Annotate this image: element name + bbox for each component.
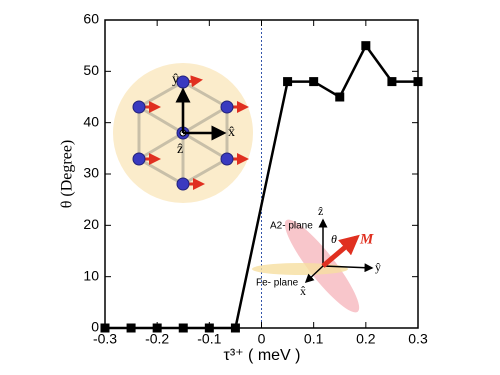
data-point (309, 77, 319, 87)
y-axis-label: θ (Degree) (59, 140, 76, 209)
x-tick-label: 0 (258, 331, 266, 347)
data-point (387, 77, 397, 87)
y-tick-label: 50 (83, 62, 99, 78)
x-tick-label: -0.2 (145, 331, 169, 347)
annotation: ŷ (375, 260, 381, 274)
data-point (335, 92, 345, 102)
fe-plane (252, 263, 348, 275)
x-tick-label: -0.1 (197, 331, 221, 347)
y-tick-label: 30 (83, 165, 99, 181)
x-tick-label: 0.3 (408, 331, 428, 347)
atoms (132, 75, 249, 191)
x-tick-label: 0.1 (304, 331, 324, 347)
annotation: x̂ (300, 284, 306, 298)
x-axis-label: τ³⁺ ( meV ) (224, 347, 301, 364)
data-point (126, 323, 136, 333)
data-point (100, 323, 110, 333)
axis-arrow (304, 265, 324, 284)
data-point (204, 323, 214, 333)
axis-arrow (322, 263, 374, 273)
annotation: ẑ (318, 204, 323, 218)
magnetization-arrow (321, 234, 360, 268)
x-tick-label: 0.2 (356, 331, 376, 347)
data-point (152, 323, 162, 333)
y-tick-label: 40 (83, 113, 99, 129)
annotation: M (359, 231, 374, 247)
data-point (361, 41, 371, 51)
data-point (178, 323, 188, 333)
y-tick-label: 0 (91, 319, 99, 335)
y-tick-label: 60 (83, 11, 99, 27)
x-tick-label: -0.3 (93, 331, 117, 347)
lattice-inset: ŷ x̂ ẑ (113, 63, 253, 203)
annotation: ẑ (177, 142, 183, 157)
y-tick-label: 20 (83, 216, 99, 232)
annotation: x̂ (228, 125, 235, 140)
data-point (283, 77, 293, 87)
y-tick-label: 10 (83, 267, 99, 283)
plane-inset: ẑ ŷ x̂ A2- plane Fe- plane θ M (252, 204, 381, 313)
annotation: θ (331, 232, 337, 246)
data-point (413, 77, 423, 87)
annotation: Fe- plane (256, 278, 299, 289)
data-point (230, 323, 240, 333)
annotation: A2- plane (270, 221, 313, 232)
annotation: ŷ (172, 72, 179, 87)
